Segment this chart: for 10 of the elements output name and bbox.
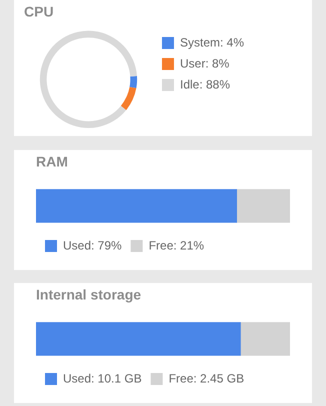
chart-title: Internal storage: [36, 286, 142, 302]
legend-label: System: 4%: [180, 35, 244, 50]
chart-title: CPU: [24, 3, 54, 20]
legend-label: Free: 2.45 GB: [168, 371, 244, 386]
legend-label: Free: 21%: [148, 238, 204, 252]
chart-title: RAM: [36, 153, 68, 170]
legend-label: Idle: 88%: [180, 77, 230, 92]
legend-label: User: 8%: [180, 56, 230, 70]
legend-label: Used: 10.1 GB: [63, 371, 142, 386]
legend-label: Used: 79%: [63, 238, 122, 252]
